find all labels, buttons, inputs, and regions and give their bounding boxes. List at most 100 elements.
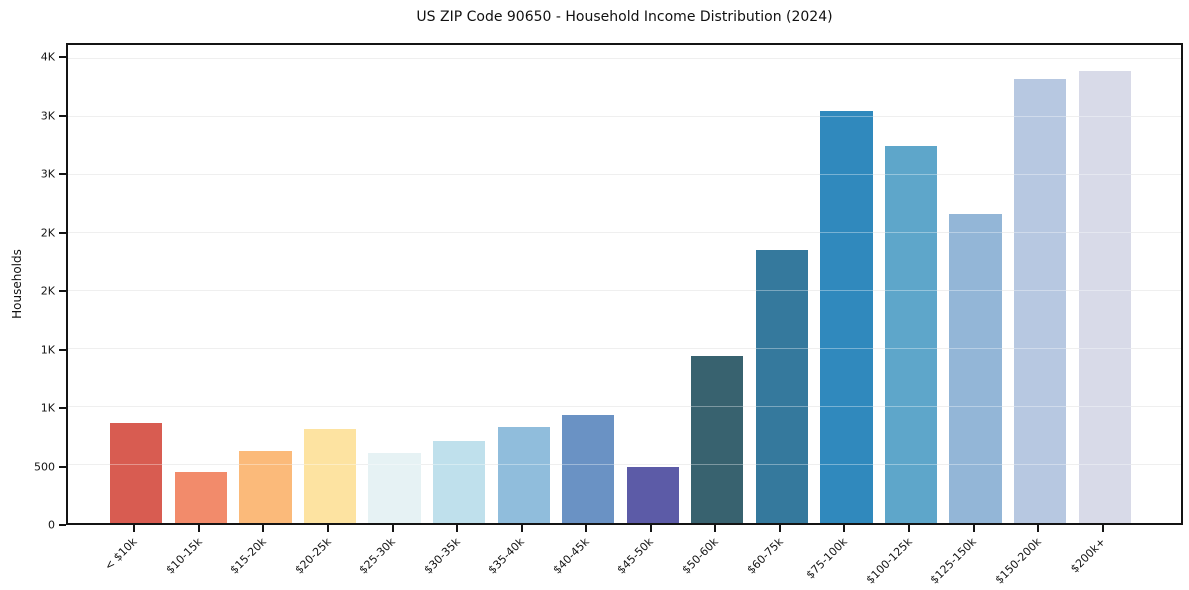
- bar-slot: [621, 45, 686, 523]
- bar: [691, 355, 744, 523]
- bar: [303, 429, 357, 523]
- y-tick-mark: [59, 56, 66, 59]
- x-tick-mark: [1101, 525, 1104, 532]
- x-tick-mark: [908, 525, 911, 532]
- gridline: [68, 405, 1181, 407]
- bar: [110, 423, 163, 523]
- bar-slot: [169, 45, 234, 523]
- x-tick-label: $25-30k: [356, 535, 399, 577]
- bar-slot: [427, 45, 492, 523]
- bar-slot: [879, 45, 944, 523]
- bar-slot: [556, 45, 621, 523]
- bar-slot: [491, 45, 556, 523]
- plot-area: [66, 43, 1183, 525]
- bar: [497, 426, 550, 523]
- y-tick-mark: [59, 524, 66, 526]
- x-tick-mark: [649, 525, 652, 532]
- bar: [368, 453, 421, 523]
- x-tick-label: $15-20k: [227, 535, 269, 577]
- y-tick-mark: [59, 407, 66, 410]
- x-tick-mark: [972, 525, 975, 532]
- y-tick-label: 3K: [40, 167, 55, 181]
- y-tick-mark: [59, 114, 66, 117]
- y-tick-label: 2K: [40, 284, 55, 298]
- x-tick-mark: [197, 525, 200, 532]
- bar-slot: [1072, 45, 1137, 523]
- gridline: [68, 464, 1181, 465]
- y-tick-label: 4K: [40, 50, 55, 64]
- x-tick-label: $35-40k: [485, 535, 528, 577]
- x-tick-label: $20-25k: [292, 535, 334, 577]
- bar: [949, 214, 1002, 523]
- chart-title: US ZIP Code 90650 - Household Income Dis…: [416, 9, 833, 25]
- x-tick-label: $100-125k: [863, 535, 915, 587]
- x-tick-label: < $10k: [102, 535, 140, 573]
- bar: [755, 250, 809, 523]
- x-tick-mark: [133, 525, 136, 532]
- gridline: [68, 57, 1181, 59]
- gridline: [68, 231, 1181, 233]
- bar: [239, 451, 292, 523]
- x-axis-tick-labels: < $10k $10-15k $15-20k $20-25k $25-30k $30-35…: [102, 525, 1135, 587]
- bar: [562, 415, 615, 523]
- bar-slot: [814, 45, 879, 523]
- gridline: [68, 115, 1181, 117]
- bar: [820, 111, 873, 523]
- y-tick-label: 2K: [40, 226, 55, 240]
- x-tick-mark: [714, 525, 717, 532]
- x-tick-mark: [391, 525, 394, 532]
- x-tick-label: $45-50k: [615, 535, 657, 577]
- y-tick-label: 0: [48, 518, 55, 532]
- x-tick-label: $60-75k: [744, 535, 786, 577]
- x-tick-label: $200k+: [1068, 535, 1109, 576]
- x-tick-mark: [456, 525, 459, 532]
- gridline-overlay: [68, 115, 1181, 117]
- bar-slot: [104, 45, 169, 523]
- gridline: [68, 347, 1181, 349]
- bar-slot: [1008, 45, 1073, 523]
- bar-slot: [298, 45, 363, 523]
- x-tick-label: $30-35k: [421, 535, 463, 577]
- x-tick-mark: [326, 525, 329, 532]
- x-tick-label: $125-150k: [927, 535, 980, 587]
- y-tick-mark: [59, 290, 66, 293]
- x-tick-label: $150-200k: [992, 535, 1044, 587]
- gridline: [68, 173, 1181, 175]
- y-tick-mark: [59, 465, 66, 468]
- x-tick-mark: [1037, 525, 1040, 532]
- bars-container: [104, 45, 1137, 523]
- y-tick-mark: [59, 348, 66, 351]
- bar: [432, 440, 486, 523]
- x-tick-label: $10-15k: [163, 535, 205, 577]
- gridline-overlay: [68, 231, 1181, 233]
- x-tick-label: $50-60k: [679, 535, 721, 577]
- gridline-overlay: [68, 464, 1181, 465]
- bar-slot: [943, 45, 1008, 523]
- bar-slot: [362, 45, 427, 523]
- bar-slot: [233, 45, 298, 523]
- gridline-overlay: [68, 289, 1181, 291]
- gridline: [68, 289, 1181, 291]
- x-tick-mark: [585, 525, 588, 532]
- y-tick-label: 1K: [40, 401, 55, 415]
- bar: [1014, 78, 1067, 523]
- gridline-overlay: [68, 405, 1181, 407]
- bar: [884, 145, 938, 523]
- gridline-overlay: [68, 57, 1181, 59]
- bar: [174, 471, 227, 523]
- x-tick-mark: [778, 525, 781, 532]
- y-tick-mark: [59, 231, 66, 234]
- y-axis-tick-marks: [59, 43, 66, 526]
- x-tick-mark: [262, 525, 265, 532]
- y-tick-label: 3K: [40, 109, 55, 123]
- x-tick-label: $75-100k: [803, 535, 850, 582]
- y-tick-label: 1K: [40, 343, 55, 357]
- x-tick-mark: [843, 525, 846, 532]
- x-tick-label: $40-45k: [550, 535, 592, 577]
- y-tick-mark: [59, 173, 66, 176]
- gridline-overlay: [68, 173, 1181, 175]
- bar: [1078, 70, 1131, 523]
- bar-slot: [685, 45, 750, 523]
- bar-slot: [750, 45, 815, 523]
